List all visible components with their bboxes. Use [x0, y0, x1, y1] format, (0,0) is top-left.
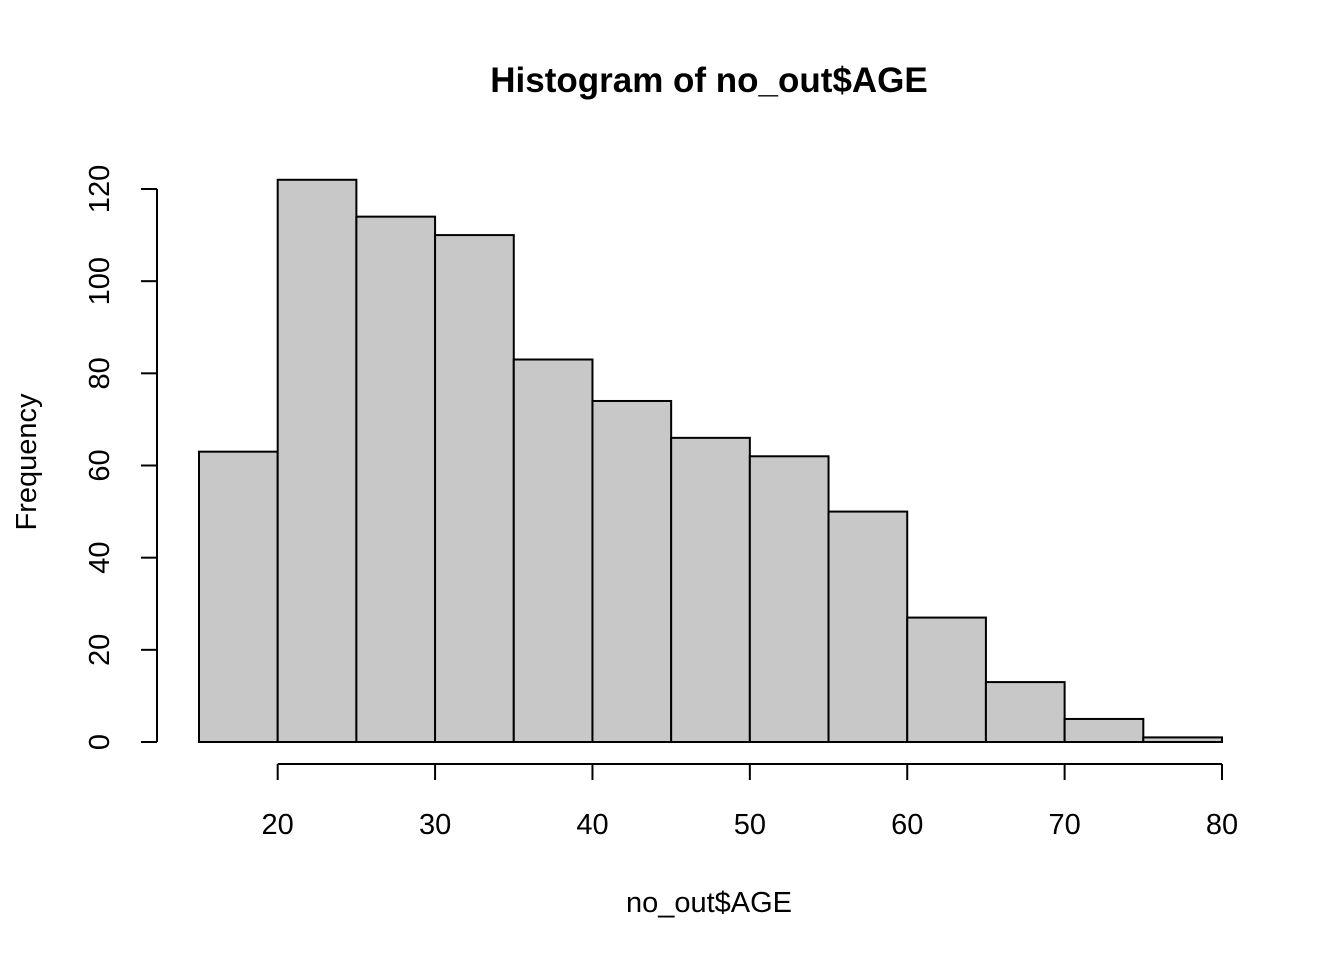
x-tick-label: 20	[262, 809, 294, 841]
histogram-bar	[906, 616, 987, 744]
x-tick-label: 40	[576, 809, 608, 841]
y-axis: 0 20 40 60 80 100 120	[84, 165, 158, 750]
histogram-bar	[670, 436, 751, 743]
histogram-bar	[984, 681, 1066, 744]
bars-group	[198, 178, 1224, 744]
histogram-bar	[198, 450, 279, 743]
histogram-bar	[276, 178, 358, 744]
chart-title: Histogram of no_out$AGE	[490, 61, 928, 100]
histogram-bar	[512, 358, 594, 743]
y-axis-label: Frequency	[11, 393, 43, 531]
histogram-bar	[748, 455, 830, 743]
y-tick-label: 60	[84, 449, 116, 481]
histogram-bar	[1142, 736, 1224, 743]
y-tick-label: 100	[84, 257, 116, 305]
x-tick-label: 30	[419, 809, 451, 841]
x-axis-label: no_out$AGE	[626, 887, 792, 919]
y-tick-label: 20	[84, 634, 116, 666]
histogram-bar	[1063, 717, 1145, 743]
y-tick-label: 120	[84, 165, 116, 213]
x-tick-label: 80	[1206, 809, 1238, 841]
histogram-bar	[434, 234, 515, 743]
x-tick-label: 60	[891, 809, 923, 841]
y-tick-label: 0	[84, 734, 116, 750]
y-tick-label: 80	[84, 357, 116, 389]
x-tick-label: 50	[734, 809, 766, 841]
histogram-bar	[591, 399, 673, 743]
y-tick-label: 40	[84, 542, 116, 574]
histogram-bar	[827, 510, 909, 744]
x-tick-label: 70	[1048, 809, 1080, 841]
x-axis: 20 30 40 50 60 70 80	[262, 763, 1238, 841]
histogram-bar	[355, 215, 437, 743]
